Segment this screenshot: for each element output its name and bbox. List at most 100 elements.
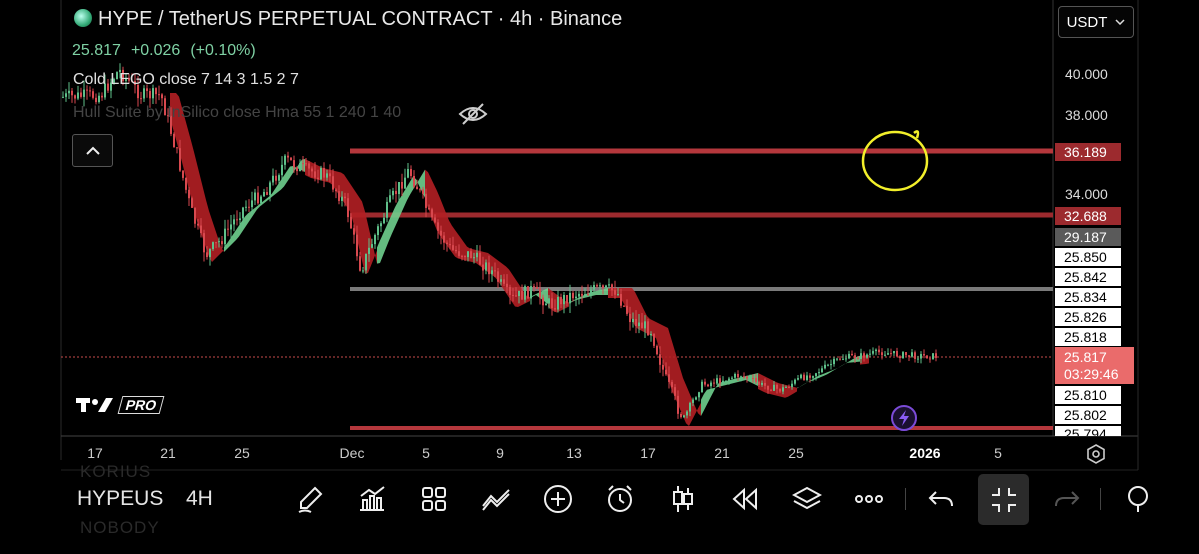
hull-segment: [380, 233, 383, 263]
candle-body: [542, 297, 544, 306]
candle-body: [134, 81, 136, 85]
candle-body: [536, 286, 538, 289]
collapse-legend-button[interactable]: [72, 134, 113, 167]
candle-body: [833, 358, 835, 365]
hull-segment: [389, 213, 392, 241]
candle-body: [491, 270, 493, 275]
indicator-cold-lego[interactable]: Cold LEGO close 7 14 3 1.5 2 7: [73, 71, 299, 88]
candle-body: [155, 88, 157, 95]
hull-segment: [656, 322, 659, 348]
alert-icon[interactable]: [605, 484, 635, 514]
hull-segment: [785, 384, 788, 398]
hull-segment: [245, 213, 248, 228]
chart-title[interactable]: HYPE / TetherUS PERPETUAL CONTRACT · 4h …: [74, 8, 622, 31]
lightning-icon[interactable]: [890, 404, 918, 432]
more-icon[interactable]: [854, 484, 884, 514]
price-tag-level[interactable]: 32.688: [1055, 207, 1121, 225]
horizontal-levels[interactable]: [61, 148, 1053, 430]
candle-body: [728, 378, 730, 381]
candle-body: [230, 224, 232, 230]
currency-dropdown[interactable]: USDT: [1058, 6, 1134, 38]
candle-body: [338, 191, 340, 201]
hull-segment: [188, 129, 191, 198]
candle-body: [698, 392, 700, 398]
hull-segment: [851, 358, 854, 363]
candle-body: [431, 209, 433, 218]
candle-body: [584, 294, 586, 296]
candle-body: [920, 354, 922, 359]
candle-body: [749, 378, 751, 380]
candle-body: [554, 308, 556, 310]
candle-body: [923, 354, 925, 356]
candle-body: [413, 175, 415, 187]
price-tag-level: 25.842: [1055, 268, 1121, 286]
hull-segment: [686, 385, 689, 427]
hull-segment: [278, 180, 281, 192]
candle-body: [473, 257, 475, 259]
scale-settings-icon[interactable]: [1086, 444, 1106, 464]
candle-body: [752, 378, 754, 380]
candle-body: [581, 293, 583, 296]
candle-body: [521, 290, 523, 300]
candle-body: [497, 271, 499, 282]
candle-body: [746, 376, 748, 379]
price-tag-level[interactable]: 36.189: [1055, 143, 1121, 161]
add-icon[interactable]: [543, 484, 573, 514]
indicator-hull-suite[interactable]: Hull Suite by InSilico close Hma 55 1 24…: [73, 104, 402, 121]
undo-icon[interactable]: [926, 484, 956, 514]
candle-body: [224, 228, 226, 245]
redo-icon[interactable]: [1052, 484, 1082, 514]
brush-icon[interactable]: [295, 484, 325, 514]
hull-segment: [374, 250, 377, 264]
time-axis-label: 21: [160, 445, 176, 461]
candle-body: [443, 235, 445, 243]
candle-body: [485, 262, 487, 271]
bar-replay-icon[interactable]: [668, 484, 698, 514]
candle-body: [647, 321, 649, 336]
templates-icon[interactable]: [419, 484, 449, 514]
candle-body: [80, 92, 82, 97]
hull-segment: [794, 387, 797, 394]
candle-body: [308, 163, 310, 169]
candle-body: [302, 163, 304, 165]
candle-body: [95, 97, 97, 103]
candle-body: [683, 415, 685, 418]
candle-body: [827, 364, 829, 366]
candle-body: [137, 84, 139, 99]
hull-segment: [377, 240, 380, 264]
object-tree-icon[interactable]: [1124, 484, 1154, 514]
candle-body: [755, 378, 757, 382]
candle-body: [407, 169, 409, 178]
symbol-button[interactable]: HYPEUS: [77, 487, 164, 510]
rewind-icon[interactable]: [730, 484, 760, 514]
yellow-circle-annotation[interactable]: [861, 130, 929, 192]
candle-body: [518, 290, 520, 297]
candle-body: [857, 358, 859, 360]
candle-body: [815, 373, 817, 377]
timeframe-button[interactable]: 4H: [186, 487, 213, 510]
layers-icon[interactable]: [792, 484, 822, 514]
time-axis-label: 5: [422, 445, 430, 461]
candle-body: [272, 175, 274, 183]
tv-logo-icon: [76, 398, 113, 412]
candle-body: [113, 79, 115, 83]
toolbar-divider: [905, 488, 906, 510]
eye-hidden-icon[interactable]: [458, 101, 488, 127]
candle-body: [836, 358, 838, 360]
compare-icon[interactable]: [481, 484, 511, 514]
candle-body: [614, 290, 616, 295]
price-tag-level[interactable]: 29.187: [1055, 228, 1121, 246]
exit-fullscreen-button[interactable]: [978, 474, 1029, 525]
hull-segment: [284, 171, 287, 187]
indicators-icon[interactable]: [357, 484, 387, 514]
candle-body: [638, 322, 640, 327]
candle-body: [317, 177, 319, 180]
candle-body: [611, 284, 613, 291]
candle-body: [107, 83, 109, 91]
exit-fullscreen-icon: [992, 488, 1016, 512]
candle-body: [275, 175, 277, 181]
candle-body: [392, 190, 394, 196]
hull-segment: [662, 325, 665, 368]
hull-segment: [254, 206, 257, 214]
